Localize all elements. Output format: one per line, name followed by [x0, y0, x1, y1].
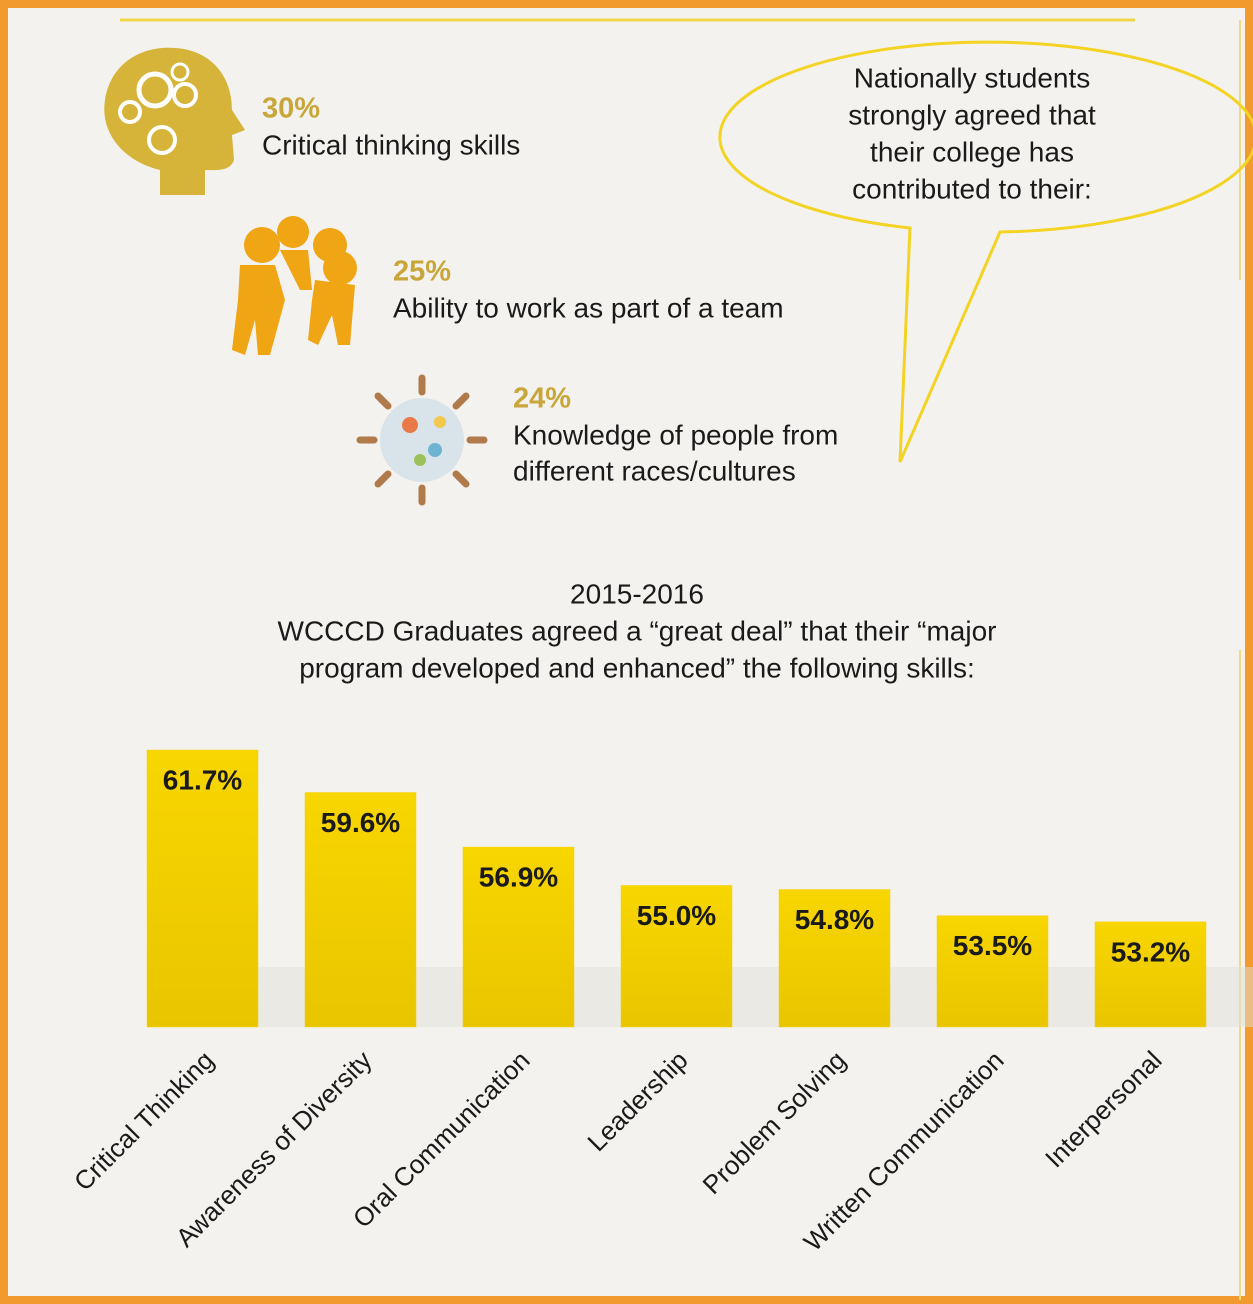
- highlight-label: Knowledge of people from: [513, 419, 838, 450]
- highlight-label: different races/cultures: [513, 455, 796, 486]
- highlight-percent: 24%: [513, 383, 571, 415]
- callout-text: strongly agreed that: [848, 99, 1096, 130]
- chart-subtitle: WCCCD Graduates agreed a “great deal” th…: [278, 615, 997, 646]
- value-label: 53.5%: [953, 930, 1032, 961]
- highlight-percent: 25%: [393, 256, 451, 288]
- highlight-label: Ability to work as part of a team: [393, 292, 784, 323]
- infographic: 30% Critical thinking skills 25% Ability to…: [0, 0, 1253, 1304]
- chart-subtitle: program developed and enhanced” the foll…: [299, 652, 975, 683]
- highlight-label: Critical thinking skills: [262, 129, 520, 160]
- value-label: 53.2%: [1111, 936, 1190, 967]
- value-label: 56.9%: [479, 861, 558, 892]
- callout-text: their college has: [870, 136, 1074, 167]
- value-label: 61.7%: [163, 764, 242, 795]
- callout-text: Nationally students: [854, 62, 1091, 93]
- value-label: 55.0%: [637, 900, 716, 931]
- callout-text: contributed to their:: [852, 173, 1092, 204]
- value-label: 59.6%: [321, 807, 400, 838]
- highlight-percent: 30%: [262, 93, 320, 125]
- chart-title: 2015-2016: [570, 578, 704, 609]
- value-label: 54.8%: [795, 904, 874, 935]
